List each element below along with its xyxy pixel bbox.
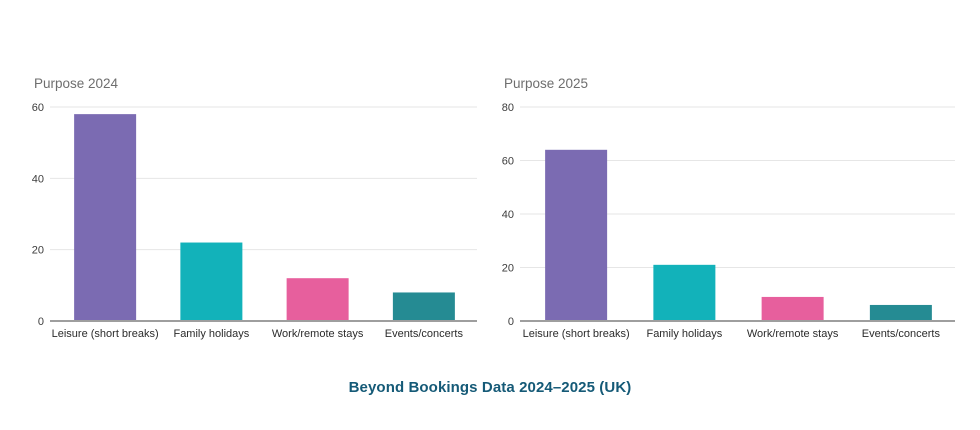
chart-title-2025: Purpose 2025 <box>504 76 589 91</box>
bar-chart-2024: 0 20 40 60 Leisure (short breaks) Family holi… <box>32 102 477 340</box>
source-caption: Beyond Bookings Data 2024–2025 (UK) <box>348 379 632 396</box>
x-category-label: Events/concerts <box>862 328 941 340</box>
chart-purpose-2025: Purpose 2025 0 20 40 60 80 Leisure (short bre… <box>492 68 958 348</box>
y-tick-label: 0 <box>508 316 514 328</box>
bar-1 <box>545 149 608 321</box>
bar-2 <box>180 242 243 321</box>
bar-3 <box>761 296 824 321</box>
y-tick-label: 60 <box>32 102 44 114</box>
bar-1 <box>74 114 137 321</box>
x-category-label: Leisure (short breaks) <box>52 328 159 340</box>
x-category-label: Leisure (short breaks) <box>523 328 630 340</box>
bar-4 <box>392 292 455 321</box>
y-tick-label: 20 <box>502 263 514 275</box>
x-category-label: Family holidays <box>173 328 249 340</box>
bar-3 <box>286 278 349 321</box>
bar-chart-2025: 0 20 40 60 80 Leisure (short breaks) Family ho… <box>502 102 955 340</box>
chart-purpose-2024: Purpose 2024 0 20 40 60 Leisure (short break… <box>22 68 480 348</box>
y-tick-label: 0 <box>38 316 44 328</box>
bar-4 <box>869 304 932 321</box>
x-category-label: Work/remote stays <box>747 328 839 340</box>
y-tick-label: 40 <box>32 173 44 185</box>
y-tick-label: 80 <box>502 102 514 114</box>
x-category-label: Work/remote stays <box>272 328 364 340</box>
chart-title-2024: Purpose 2024 <box>34 76 119 91</box>
x-category-label: Events/concerts <box>385 328 464 340</box>
bar-2 <box>653 264 716 321</box>
y-tick-label: 20 <box>32 245 44 257</box>
y-tick-label: 40 <box>502 209 514 221</box>
y-tick-label: 60 <box>502 156 514 168</box>
x-category-label: Family holidays <box>646 328 722 340</box>
